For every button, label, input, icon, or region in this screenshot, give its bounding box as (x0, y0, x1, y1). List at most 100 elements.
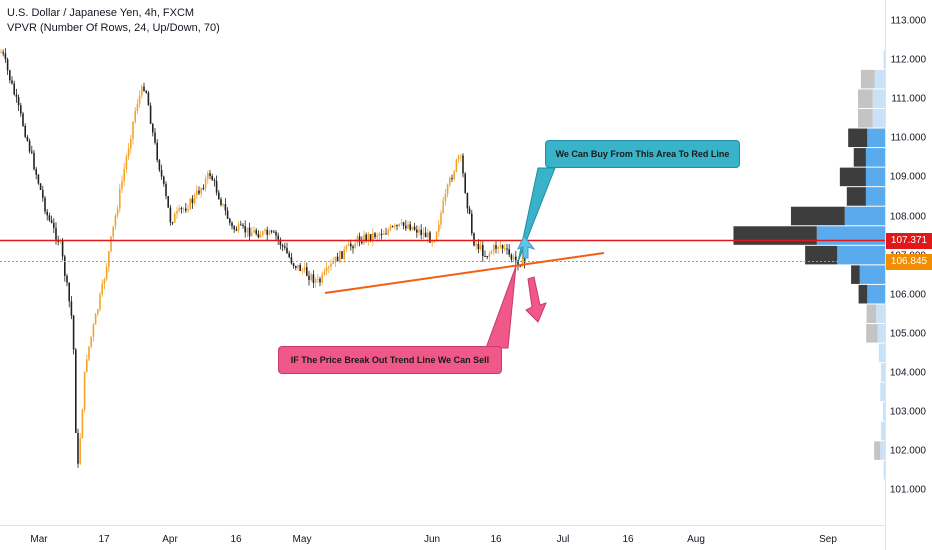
candle-body (339, 251, 341, 262)
candle-body (295, 265, 297, 268)
candle-body (508, 249, 510, 255)
vp-down-bar (860, 69, 875, 89)
candle-body (455, 159, 458, 172)
vp-up-bar (865, 148, 885, 167)
candle-body (130, 138, 132, 149)
vp-down-bar (874, 441, 881, 460)
candle-body (20, 105, 22, 114)
candle-body (462, 155, 464, 174)
vp-down-bar (853, 148, 866, 167)
candle-body (152, 123, 154, 133)
vp-up-bar (877, 324, 885, 343)
candle-body (218, 192, 220, 200)
candle-body (479, 245, 482, 250)
candle-body (424, 232, 427, 238)
candle-body (187, 209, 189, 211)
candle-body (493, 245, 495, 252)
candle-body (299, 264, 301, 271)
candle-body (68, 282, 70, 302)
candle-body (53, 222, 55, 228)
candle-body (127, 148, 130, 157)
candle-body (222, 204, 224, 206)
time-tick: May (292, 534, 312, 545)
candle-body (504, 248, 506, 250)
candle-body (288, 253, 290, 258)
candle-body (387, 230, 389, 234)
candle-body (506, 248, 508, 250)
vp-up-bar (872, 89, 885, 108)
candle-body (26, 136, 29, 141)
time-tick: Sep (819, 534, 837, 545)
candle-body (220, 199, 222, 205)
candle-body (495, 245, 497, 249)
candle-body (35, 169, 37, 175)
candle-body (191, 198, 194, 204)
vp-down-bar (733, 226, 817, 245)
price-tick: 109.000 (889, 171, 926, 183)
price-tick: 111.000 (891, 93, 926, 105)
candle-body (457, 156, 460, 160)
indicator-title[interactable]: VPVR (Number Of Rows, 24, Up/Down, 70) (7, 22, 220, 34)
candle-body (510, 254, 513, 260)
time-tick: 16 (490, 534, 502, 545)
candle-body (257, 233, 260, 238)
time-tick: Aug (687, 534, 705, 545)
candle-body (154, 132, 156, 143)
candle-body (499, 245, 502, 247)
vp-up-bar (883, 50, 885, 69)
candle-body (411, 226, 414, 230)
vp-up-bar (876, 304, 885, 324)
vp-up-bar (867, 284, 885, 304)
candle-body (193, 195, 196, 204)
vp-down-bar (866, 304, 877, 324)
vp-up-bar (882, 402, 885, 421)
candle-body (213, 180, 216, 182)
candle-body (50, 220, 53, 223)
buy-callout[interactable]: We Can Buy From This Area To Red Line (545, 140, 740, 168)
candle-body (451, 177, 453, 179)
vp-up-bar (880, 421, 885, 441)
vp-up-bar (859, 265, 885, 284)
candle-body (42, 189, 44, 198)
candle-body (114, 215, 117, 227)
candle-body (440, 212, 442, 225)
sell-callout-pointer (485, 265, 517, 349)
candle-body (209, 173, 211, 177)
candle-body (211, 176, 213, 181)
candle-body (449, 177, 451, 185)
candle-body (156, 142, 158, 161)
candle-body (297, 264, 299, 268)
candle-body (61, 240, 64, 257)
candle-body (141, 86, 143, 96)
trend-line[interactable] (324, 252, 605, 294)
candle-body (81, 409, 84, 439)
candle-body (286, 247, 288, 254)
vp-up-bar (880, 363, 885, 382)
candle-body (464, 173, 466, 194)
sell-callout[interactable]: IF The Price Break Out Trend Line We Can… (278, 346, 502, 374)
price-tick: 113.000 (890, 15, 926, 27)
vp-up-bar (865, 167, 885, 187)
candle-body (279, 239, 282, 246)
candle-body (132, 121, 134, 139)
price-tick: 103.000 (889, 406, 926, 418)
candle-body (121, 180, 123, 189)
candle-body (125, 156, 128, 169)
candle-body (4, 53, 7, 60)
candle-body (380, 233, 383, 235)
candle-body (413, 226, 416, 230)
candle-body (171, 222, 174, 224)
symbol-title[interactable]: U.S. Dollar / Japanese Yen, 4h, FXCM (7, 7, 195, 19)
candle-body (308, 275, 310, 281)
candle-body (444, 193, 447, 202)
candle-body (473, 233, 475, 246)
candle-body (312, 274, 315, 283)
down-arrow (525, 276, 547, 323)
candle-body (301, 270, 304, 272)
candle-body (147, 92, 150, 106)
candle-body (226, 210, 229, 219)
candle-body (488, 253, 491, 258)
candle-body (270, 230, 273, 232)
candle-body (176, 210, 178, 214)
